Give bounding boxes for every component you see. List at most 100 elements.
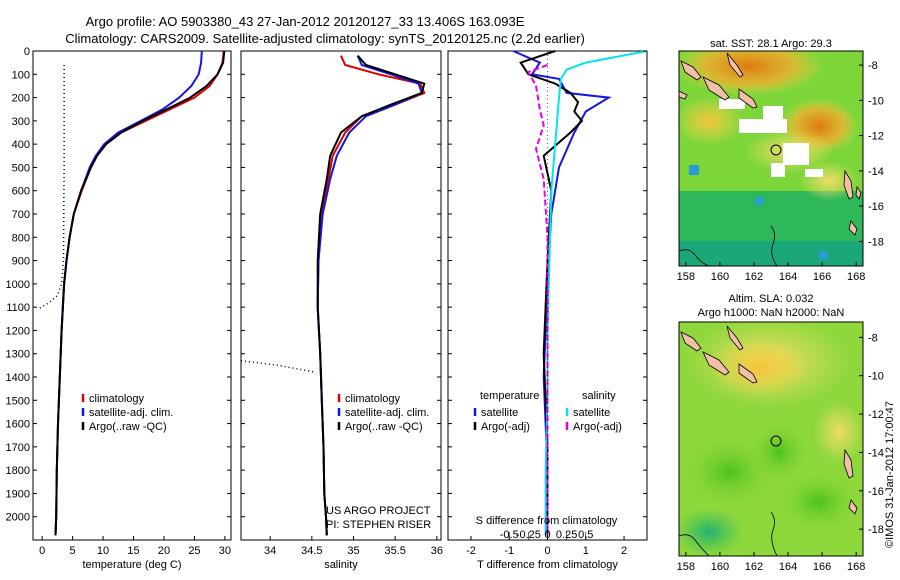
difference-top-tick-label-1: -0.25: [516, 529, 541, 541]
pi-annotation: PI: STEPHEN RISER: [326, 519, 431, 531]
sst-map-lat-label-4: -16: [868, 201, 884, 213]
depth-tick-label-13: 1300: [6, 349, 30, 361]
sla-map: Altim. SLA: 0.032 Argo h1000: NaN h2000:…: [677, 293, 884, 573]
sla-map-field: [679, 322, 863, 556]
temperature-xtick-label-4: 20: [158, 545, 170, 557]
depth-tick-label-8: 800: [12, 232, 30, 244]
salinity-panel: 34 34.5 35 35.5 36 salinity climatology satelli…: [240, 50, 443, 571]
difference-legend-label-3: Argo(-adj): [573, 421, 622, 433]
sla-map-lon-label-0: 158: [677, 561, 695, 573]
temperature-xtick-label-1: 5: [70, 545, 76, 557]
difference-legend-title-0: temperature: [480, 390, 539, 402]
sla-profile-marker: [770, 435, 782, 447]
difference-xtick-label-2: 0: [544, 545, 550, 557]
sst-map-lon-label-4: 166: [813, 271, 831, 283]
difference-xtick-label-0: -2: [466, 545, 476, 557]
salinity-legend-label-1: satellite-adj. clim.: [345, 407, 429, 419]
sla-map-lat-label-3: -14: [868, 447, 884, 459]
sst-map-lon-label-0: 158: [677, 271, 695, 283]
difference-legend-label-2: satellite: [573, 407, 610, 419]
depth-tick-label-3: 300: [12, 116, 30, 128]
temperature-panel: 0 5 10 15 20 25 30 temperature (deg C) 0 100 200 30…: [6, 46, 232, 571]
difference-xtick-label-3: 1: [583, 545, 589, 557]
temperature-legend-label-1: satellite-adj. clim.: [89, 407, 173, 419]
sla-map-lon-label-1: 160: [711, 561, 729, 573]
depth-tick-label-18: 1800: [6, 465, 30, 477]
salinity-xtick-label-4: 36: [431, 545, 443, 557]
depth-tick-label-17: 1700: [6, 442, 30, 454]
difference-panel: -2 -1 0 1 2T difference from climatology S di…: [447, 50, 648, 571]
salinity-xtick-label-2: 35: [347, 545, 359, 557]
sst-map-lon-label-5: 168: [847, 271, 865, 283]
sla-map-lat-label-1: -10: [868, 371, 884, 383]
difference-legend-label-0: satellite: [481, 407, 518, 419]
sla-map-lon-label-5: 168: [847, 561, 865, 573]
depth-tick-label-12: 1200: [6, 325, 30, 337]
sst-map-lat-label-1: -10: [868, 95, 884, 107]
difference-legend-title-1: salinity: [582, 390, 616, 402]
sla-map-lat-label-4: -16: [868, 486, 884, 498]
depth-tick-label-19: 1900: [6, 488, 30, 500]
temperature-xtick-label-2: 10: [97, 545, 109, 557]
sla-map-lon-label-3: 164: [779, 561, 797, 573]
temperature-xlabel: temperature (deg C): [82, 559, 181, 571]
sla-map-lat-label-0: -8: [868, 332, 878, 344]
salinity-xtick-label-0: 34: [264, 545, 276, 557]
depth-tick-label-0: 0: [24, 46, 30, 58]
salinity-xtick-label-3: 35.5: [384, 545, 405, 557]
depth-tick-label-20: 2000: [6, 512, 30, 524]
temperature-legend-label-0: climatology: [89, 393, 145, 405]
sla-map-axes: 158 160 162 164 166 168 -8 -10 -12 -14 -16 -18: [677, 332, 884, 573]
figure-title-line1: Argo profile: AO 5903380_43 27-Jan-2012 …: [86, 14, 525, 29]
sst-map-lon-label-2: 162: [745, 271, 763, 283]
sst-map-field: [679, 51, 863, 266]
salinity-series-2: [316, 55, 426, 536]
salinity-series-3: [240, 359, 317, 374]
sst-map-lat-label-0: -8: [868, 60, 878, 72]
sla-map-lat-label-2: -12: [868, 409, 884, 421]
depth-tick-label-4: 400: [12, 139, 30, 151]
difference-top-xlabel: S difference from climatology: [476, 515, 618, 527]
sst-map: sat. SST: 28.1 Argo: 29.3: [677, 38, 884, 283]
sst-map-lat-label-2: -12: [868, 131, 884, 143]
difference-top-tick-label-4: 0.5: [578, 529, 593, 541]
difference-top-tick-label-2: 0: [544, 529, 550, 541]
depth-tick-label-10: 1000: [6, 279, 30, 291]
temperature-xtick-label-3: 15: [127, 545, 139, 557]
difference-xtick-label-4: 2: [621, 545, 627, 557]
salinity-xlabel: salinity: [324, 559, 358, 571]
depth-tick-label-9: 900: [12, 256, 30, 268]
temperature-xtick-label-6: 30: [219, 545, 231, 557]
sst-profile-marker: [770, 144, 782, 156]
difference-series-3: [526, 64, 549, 536]
depth-tick-label-7: 700: [12, 209, 30, 221]
sst-map-lat-label-3: -14: [868, 166, 884, 178]
salinity-legend-label-0: climatology: [345, 393, 401, 405]
sst-map-axes: 158 160 162 164 166 168 -8 -10 -12 -14 -16 -18: [677, 60, 884, 283]
temperature-legend-label-2: Argo(..raw -QC): [89, 421, 167, 433]
project-annotation: US ARGO PROJECT: [326, 505, 431, 517]
sst-map-lon-label-3: 164: [779, 271, 797, 283]
temperature-series-2: [54, 50, 226, 536]
difference-xlabel: T difference from climatology: [477, 559, 618, 571]
sla-map-lon-label-4: 166: [813, 561, 831, 573]
temperature-xtick-label-5: 25: [188, 545, 200, 557]
depth-tick-label-6: 600: [12, 186, 30, 198]
depth-tick-label-1: 100: [12, 69, 30, 81]
salinity-legend-label-2: Argo(..raw -QC): [345, 421, 423, 433]
difference-top-tick-label-3: 0.25: [556, 529, 577, 541]
difference-legend-label-1: Argo(-adj): [481, 421, 530, 433]
depth-tick-label-16: 1600: [6, 419, 30, 431]
sst-map-title: sat. SST: 28.1 Argo: 29.3: [710, 38, 832, 50]
depth-tick-label-5: 500: [12, 162, 30, 174]
figure-title-line2: Climatology: CARS2009. Satellite-adjuste…: [65, 31, 585, 46]
depth-tick-label-14: 1400: [6, 372, 30, 384]
temperature-xtick-label-0: 0: [39, 545, 45, 557]
sla-map-lon-label-2: 162: [745, 561, 763, 573]
depth-tick-label-11: 1100: [6, 302, 30, 314]
depth-tick-label-15: 1500: [6, 395, 30, 407]
difference-top-tick-label-0: -0.5: [500, 529, 519, 541]
sla-map-title: Altim. SLA: 0.032: [729, 293, 814, 305]
salinity-axes-frame: [240, 50, 442, 541]
